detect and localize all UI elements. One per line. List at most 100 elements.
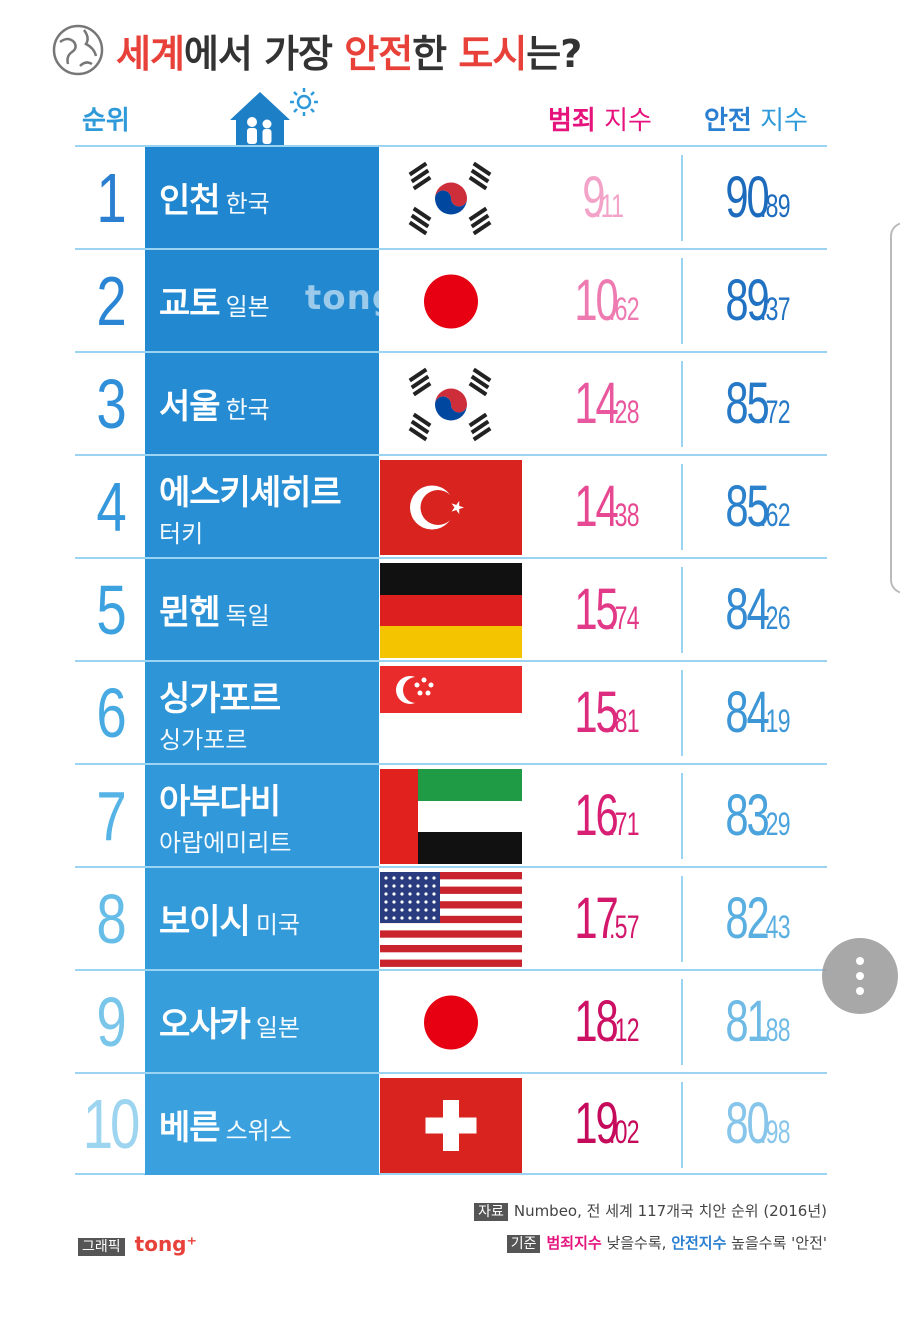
source-line: 자료 Numbeo, 전 세계 117개국 치안 순위 (2016년) [474,1200,827,1221]
city-name: 보이시 [159,902,251,942]
safety-index-value: 84.19 [683,662,827,763]
safety-index-value: 85.72 [683,353,827,454]
title-part-1: 세계 [116,31,185,76]
criteria-line: 기준 범죄지수 낮을수록, 안전지수 높을수록 '안전' [506,1232,827,1253]
ranking-table: 1 인천 한국 9.11 90.89 2 교토 일본 10.62 89.37 3 서울 한국 14.28 8… [75,145,827,1175]
table-row: 1 인천 한국 9.11 90.89 [75,145,827,248]
table-row: 8 보이시 미국 17.57 82.43 [75,866,827,969]
uae-flag-icon [380,769,522,864]
crime-index-value: 10.62 [527,250,681,351]
safe-int: 85 [725,474,769,539]
city-cell: 에스키셰히르 터키 [145,456,379,557]
rank-number: 5 [96,570,126,649]
crime-dec: .02 [608,1114,640,1150]
safe-dec: .26 [759,600,791,636]
page-title: 세계에서 가장 안전한 도시는? [116,23,582,78]
header-safe-b: 지수 [751,106,808,136]
table-row: 3 서울 한국 14.28 85.72 [75,351,827,454]
safety-index-value: 80.98 [683,1074,827,1173]
japan-flag-icon [380,254,522,349]
more-vertical-icon [856,957,864,965]
safety-index-value: 83.29 [683,765,827,866]
safety-index-value: 90.89 [683,147,827,248]
column-divider [681,361,683,447]
credit-brand: tong⁺ [134,1232,198,1256]
crime-index-value: 9.11 [527,147,681,248]
safe-int: 85 [725,371,769,436]
crime-index-value: 14.28 [527,353,681,454]
city-name: 인천 [159,181,221,221]
crime-index-value: 18.12 [527,971,681,1072]
crime-int: 15 [574,577,618,642]
source-text: Numbeo, 전 세계 117개국 치안 순위 (2016년) [513,1202,827,1220]
crime-index-value: 16.71 [527,765,681,866]
title-part-2: 에서 가장 [183,31,345,76]
rank-number: 2 [96,261,126,340]
safe-dec: .88 [759,1012,791,1048]
korea-flag-icon [380,357,522,452]
rank-number: 8 [96,879,126,958]
safe-int: 84 [725,680,769,745]
rank-number: 4 [96,467,126,546]
safe-int: 89 [725,268,769,333]
japan-flag-icon [380,975,522,1070]
germany-flag-icon [380,563,522,658]
safe-dec: .62 [759,497,791,533]
crime-dec: .38 [608,497,640,533]
safe-dec: .29 [759,806,791,842]
city-name: 서울 [159,387,221,427]
switzerland-flag-icon [380,1078,522,1173]
crime-index-value: 15.81 [527,662,681,763]
country-name: 한국 [225,396,270,424]
crime-dec: .28 [608,394,640,430]
title-row: 세계에서 가장 안전한 도시는? [50,20,582,80]
crime-index-value: 19.02 [527,1074,681,1173]
rank-number: 9 [96,982,126,1061]
crime-int: 18 [574,989,618,1054]
column-divider [681,464,683,550]
country-name: 일본 [255,1014,301,1042]
city-cell: 아부다비 아랍에미리트 [145,765,379,866]
table-row: 5 뮌헨 독일 15.74 84.26 [75,557,827,660]
safe-int: 82 [725,886,769,951]
crime-int: 14 [574,474,618,539]
singapore-flag-icon [380,666,522,761]
city-name: 아부다비 [159,781,281,822]
header-safety-index: 안전 지수 [704,100,808,137]
city-cell: 교토 일본 [145,250,379,351]
safety-index-value: 84.26 [683,559,827,660]
city-name: 뮌헨 [159,593,221,633]
crime-dec: .12 [608,1012,640,1048]
more-options-button[interactable] [822,938,898,1014]
city-cell: 베른 스위스 [145,1074,379,1175]
column-divider [681,876,683,962]
criteria-tag: 기준 [506,1235,541,1253]
city-cell: 싱가포르 싱가포르 [145,662,379,763]
city-name: 교토 [159,284,221,324]
safe-dec: .19 [759,703,791,739]
header-crime-a: 범죄 [548,106,596,136]
crime-int: 15 [574,680,618,745]
city-name: 베른 [159,1108,221,1148]
korea-flag-icon [380,151,522,246]
city-cell: 보이시 미국 [145,868,379,969]
criteria-safe: 안전지수 [671,1234,727,1252]
edge-panel-handle[interactable] [890,222,900,594]
crime-dec: .11 [595,188,624,224]
rank-number: 1 [96,158,126,237]
table-row: 9 오사카 일본 18.12 81.88 [75,969,827,1072]
column-divider [681,1082,683,1168]
crime-dec: .71 [608,806,640,842]
safety-index-value: 82.43 [683,868,827,969]
column-divider [681,670,683,756]
safe-dec: .98 [759,1114,791,1150]
table-row: 10 베른 스위스 19.02 80.98 [75,1072,827,1175]
rank-number: 7 [96,776,126,855]
more-vertical-icon [856,987,864,995]
criteria-crime: 범죄지수 [546,1234,602,1252]
safe-int: 83 [725,783,769,848]
country-name: 일본 [225,293,270,321]
crime-index-value: 17.57 [527,868,681,969]
safe-int: 80 [725,1091,769,1156]
safe-dec: .89 [759,188,791,224]
